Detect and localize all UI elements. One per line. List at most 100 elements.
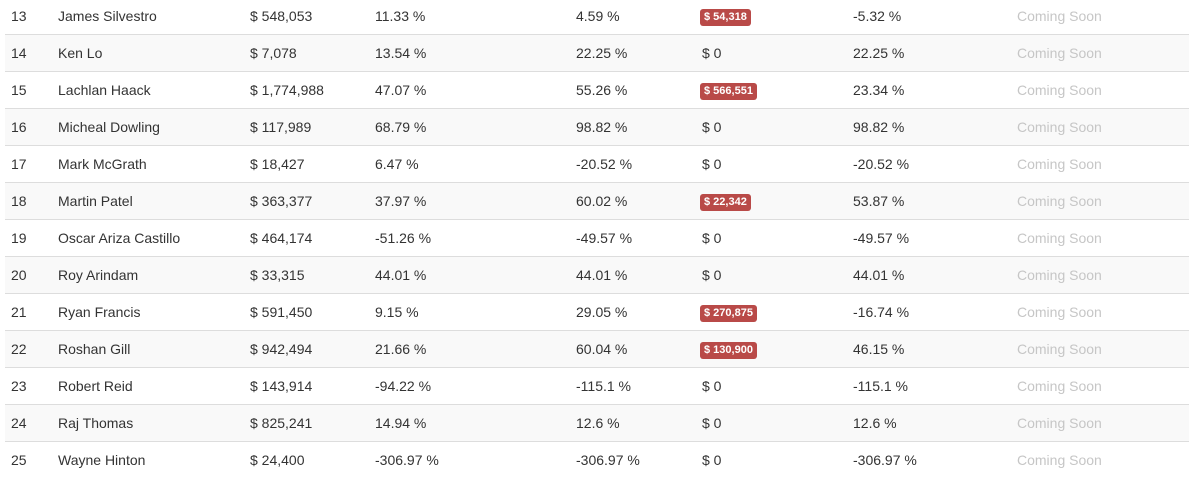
amount-value: $ 0 [702,230,722,246]
value-cell: $ 464,174 [244,219,369,257]
status-cell: Coming Soon [1011,219,1189,257]
percent-cell-3: -49.57 % [847,219,1011,257]
value-cell: $ 825,241 [244,404,369,442]
percent-cell-3: -16.74 % [847,293,1011,331]
amount-cell: $ 130,900 [696,330,847,368]
status-text: Coming Soon [1017,267,1102,283]
table-row: 18 Martin Patel $ 363,377 37.97 % 60.02 % $ 2… [5,182,1189,220]
name-cell: Ryan Francis [52,293,244,331]
status-cell: Coming Soon [1011,367,1189,405]
name-cell: Raj Thomas [52,404,244,442]
status-text: Coming Soon [1017,452,1102,468]
status-cell: Coming Soon [1011,404,1189,442]
amount-badge: $ 22,342 [700,193,751,211]
amount-cell: $ 0 [696,404,847,442]
amount-cell: $ 270,875 [696,293,847,331]
name-cell: Micheal Dowling [52,108,244,146]
percent-cell-2: 60.04 % [570,330,696,368]
status-cell: Coming Soon [1011,0,1189,35]
percent-cell-2: -115.1 % [570,367,696,405]
percent-cell-2: -20.52 % [570,145,696,183]
name-cell: Martin Patel [52,182,244,220]
percent-cell-3: -5.32 % [847,0,1011,35]
name-cell: Lachlan Haack [52,71,244,109]
rank-cell: 13 [5,0,52,35]
amount-cell: $ 0 [696,108,847,146]
value-cell: $ 117,989 [244,108,369,146]
amount-cell: $ 0 [696,367,847,405]
rank-cell: 16 [5,108,52,146]
value-cell: $ 942,494 [244,330,369,368]
amount-value: $ 0 [702,156,722,172]
rank-cell: 19 [5,219,52,257]
status-text: Coming Soon [1017,378,1102,394]
percent-cell-2: 4.59 % [570,0,696,35]
value-cell: $ 1,774,988 [244,71,369,109]
status-cell: Coming Soon [1011,108,1189,146]
rank-cell: 15 [5,71,52,109]
percent-cell-2: 29.05 % [570,293,696,331]
percent-cell-3: 98.82 % [847,108,1011,146]
amount-cell: $ 0 [696,441,847,478]
percent-cell-2: 60.02 % [570,182,696,220]
percent-cell-3: 44.01 % [847,256,1011,294]
amount-value: $ 0 [702,45,722,61]
table-row: 13 James Silvestro $ 548,053 11.33 % 4.59 % $… [5,0,1189,35]
percent-cell-1: 14.94 % [369,404,570,442]
table-row: 19 Oscar Ariza Castillo $ 464,174 -51.26 % -… [5,219,1189,257]
value-cell: $ 18,427 [244,145,369,183]
amount-badge: $ 130,900 [700,341,757,359]
rank-cell: 20 [5,256,52,294]
status-text: Coming Soon [1017,193,1102,209]
amount-value: $ 0 [702,415,722,431]
amount-value: $ 0 [702,119,722,135]
value-cell: $ 548,053 [244,0,369,35]
amount-cell: $ 22,342 [696,182,847,220]
percent-cell-1: 44.01 % [369,256,570,294]
name-cell: Wayne Hinton [52,441,244,478]
rank-cell: 21 [5,293,52,331]
percent-cell-3: 46.15 % [847,330,1011,368]
table-row: 25 Wayne Hinton $ 24,400 -306.97 % -306.97 %… [5,441,1189,478]
percent-cell-2: -49.57 % [570,219,696,257]
rank-cell: 18 [5,182,52,220]
status-cell: Coming Soon [1011,293,1189,331]
percent-cell-2: 55.26 % [570,71,696,109]
status-cell: Coming Soon [1011,441,1189,478]
status-text: Coming Soon [1017,119,1102,135]
amount-cell: $ 54,318 [696,0,847,35]
amount-cell: $ 0 [696,256,847,294]
table-row: 23 Robert Reid $ 143,914 -94.22 % -115.1 % $ … [5,367,1189,405]
table-row: 24 Raj Thomas $ 825,241 14.94 % 12.6 % $ 0 12.… [5,404,1189,442]
name-cell: Mark McGrath [52,145,244,183]
percent-cell-2: 12.6 % [570,404,696,442]
status-text: Coming Soon [1017,304,1102,320]
status-text: Coming Soon [1017,8,1102,24]
name-cell: Roshan Gill [52,330,244,368]
rank-cell: 25 [5,441,52,478]
name-cell: Oscar Ariza Castillo [52,219,244,257]
status-cell: Coming Soon [1011,71,1189,109]
rank-cell: 17 [5,145,52,183]
percent-cell-2: 44.01 % [570,256,696,294]
name-cell: Ken Lo [52,34,244,72]
percent-cell-2: 98.82 % [570,108,696,146]
percent-cell-3: -306.97 % [847,441,1011,478]
percent-cell-1: 37.97 % [369,182,570,220]
amount-cell: $ 566,551 [696,71,847,109]
status-text: Coming Soon [1017,45,1102,61]
amount-badge: $ 566,551 [700,82,757,100]
rank-cell: 14 [5,34,52,72]
name-cell: Robert Reid [52,367,244,405]
percent-cell-3: 12.6 % [847,404,1011,442]
rank-cell: 22 [5,330,52,368]
rank-cell: 24 [5,404,52,442]
percent-cell-1: 6.47 % [369,145,570,183]
table-row: 14 Ken Lo $ 7,078 13.54 % 22.25 % $ 0 22.25 % C… [5,34,1189,72]
percent-cell-1: 21.66 % [369,330,570,368]
status-cell: Coming Soon [1011,182,1189,220]
percent-cell-2: -306.97 % [570,441,696,478]
percent-cell-1: -51.26 % [369,219,570,257]
value-cell: $ 143,914 [244,367,369,405]
